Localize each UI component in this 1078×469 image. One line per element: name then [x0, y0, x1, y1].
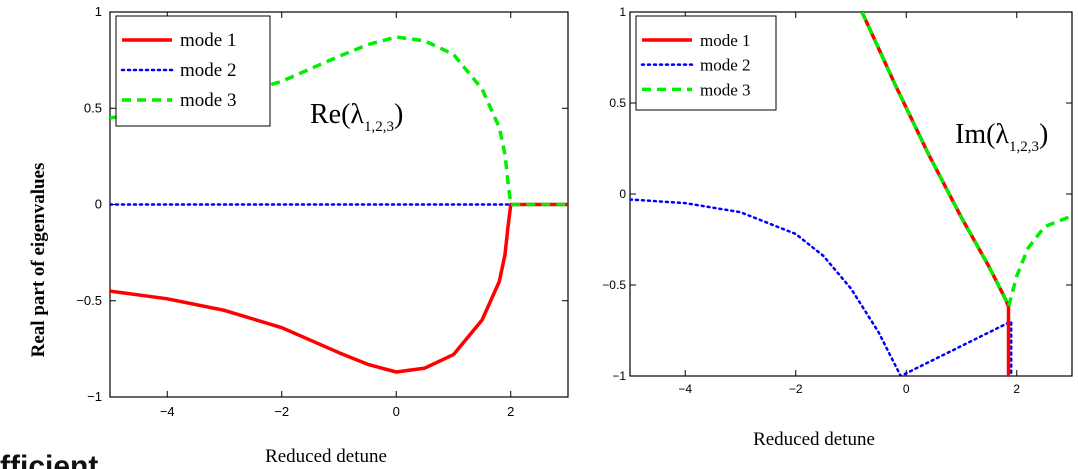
svg-text:Im(λ1,2,3): Im(λ1,2,3) [955, 119, 1048, 155]
x-tick-label: 2 [1013, 382, 1020, 396]
x-tick-label: 0 [393, 404, 400, 419]
legend-label: mode 1 [700, 31, 751, 50]
svg-text:Re(λ1,2,3): Re(λ1,2,3) [310, 99, 403, 135]
right-annotation-text: Im(λ [955, 119, 1009, 150]
right-xlabel: Reduced detune [753, 429, 875, 450]
y-tick-label: −1 [87, 389, 102, 404]
y-tick-label: 0 [619, 187, 626, 201]
x-tick-label: −4 [678, 382, 692, 396]
x-tick-label: 0 [903, 382, 910, 396]
y-tick-label: −0.5 [76, 293, 102, 308]
left-ylabel: Real part of eigenvalues [28, 163, 49, 358]
legend-label: mode 3 [700, 80, 751, 99]
y-tick-label: −0.5 [602, 278, 626, 292]
legend-label: mode 3 [180, 90, 236, 111]
legend-label: mode 1 [180, 30, 236, 51]
left-chart: Real part of eigenvalues −4 −2 0 2 −1 −0.5 0 0.… [28, 4, 569, 467]
x-tick-label: −2 [274, 404, 289, 419]
x-tick-label: −4 [160, 404, 175, 419]
right-annotation: Im(λ1,2,3) [955, 119, 1048, 155]
y-tick-label: 0 [95, 197, 102, 212]
legend-label: mode 2 [180, 60, 236, 81]
right-chart: −4 −2 0 2 −1 −0.5 0 0.5 1 mode 1 mode 2 mode 3 Redu… [602, 5, 1073, 450]
left-annotation-text: Re(λ [310, 99, 364, 130]
series-line-mode-3 [860, 12, 1072, 309]
y-tick-label: 0.5 [84, 100, 102, 115]
series-line-mode-1 [110, 202, 568, 374]
x-tick-label: −2 [789, 382, 803, 396]
left-annotation: Re(λ1,2,3) [310, 99, 403, 135]
y-tick-label: −1 [612, 369, 626, 383]
right-plot-area: −4 −2 0 2 −1 −0.5 0 0.5 1 mode 1 mode 2 mode 3 [602, 5, 1073, 396]
left-xlabel: Reduced detune [265, 446, 387, 467]
legend-label: mode 2 [700, 56, 751, 75]
bottom-cut-text: fficient [0, 450, 98, 469]
left-plot-area: −4 −2 0 2 −1 −0.5 0 0.5 1 mode 1 mode 2 mode 3 [76, 4, 569, 419]
legend-box [635, 15, 777, 111]
series-line-mode-1 [860, 12, 1011, 376]
y-tick-label: 1 [619, 5, 626, 19]
series-line-mode-2 [630, 198, 1013, 376]
x-tick-label: 2 [507, 404, 514, 419]
y-tick-label: 0.5 [609, 96, 626, 110]
y-tick-label: 1 [95, 4, 102, 19]
